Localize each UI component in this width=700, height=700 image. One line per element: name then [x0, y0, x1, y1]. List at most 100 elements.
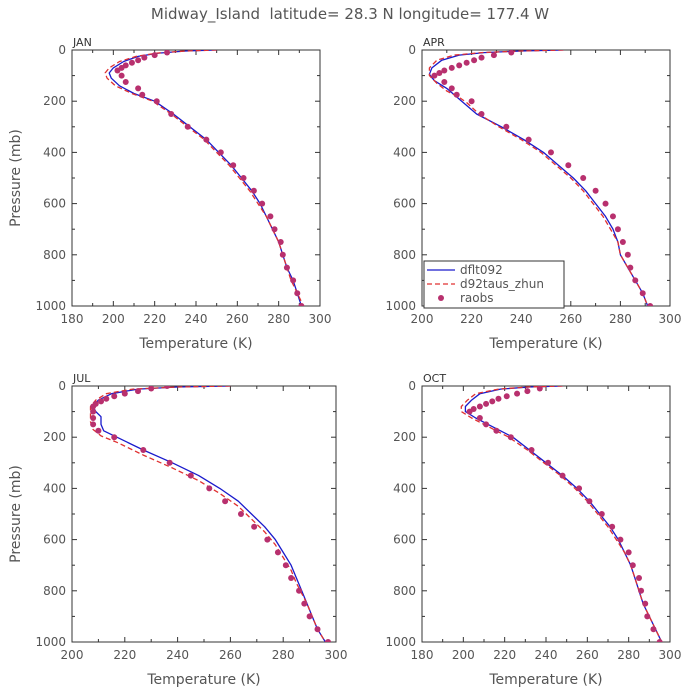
point-raobs [609, 213, 616, 220]
x-axis-label: Temperature (K) [488, 672, 602, 688]
point-raobs [98, 398, 105, 405]
point-raobs [135, 85, 142, 92]
point-raobs [627, 264, 634, 271]
point-raobs [251, 523, 258, 530]
y-tick-label: 0 [58, 379, 66, 393]
point-raobs [490, 52, 497, 59]
point-raobs [271, 226, 278, 233]
point-raobs [592, 187, 599, 194]
point-raobs [639, 290, 646, 297]
point-raobs [103, 395, 110, 402]
series-d92taus_zhun [89, 386, 326, 642]
point-raobs [274, 549, 281, 556]
y-tick-label: 600 [43, 197, 66, 211]
point-raobs [508, 50, 515, 56]
legend-label-raobs: raobs [460, 291, 494, 305]
point-raobs [288, 575, 295, 581]
point-raobs [602, 200, 609, 207]
point-raobs [153, 98, 160, 105]
point-raobs [638, 587, 645, 594]
y-tick-label: 200 [393, 94, 416, 108]
panel-frame [71, 385, 337, 643]
point-raobs [441, 67, 448, 74]
point-raobs [624, 251, 631, 258]
y-tick-label: 800 [393, 248, 416, 262]
point-raobs [128, 59, 135, 66]
point-raobs [298, 303, 305, 306]
point-raobs [629, 562, 636, 569]
point-raobs [222, 498, 229, 505]
y-tick-label: 200 [43, 430, 66, 444]
point-raobs [576, 485, 583, 492]
y-tick-label: 400 [393, 145, 416, 159]
point-raobs [495, 395, 502, 402]
point-raobs [436, 70, 443, 77]
point-raobs [203, 136, 210, 143]
panel-label: OCT [423, 372, 446, 385]
point-raobs [507, 434, 514, 441]
x-axis-label: Temperature (K) [488, 336, 602, 352]
point-raobs [135, 57, 142, 64]
point-raobs [476, 403, 483, 410]
point-raobs [471, 57, 478, 64]
legend-label-dflt092: dflt092 [460, 263, 503, 277]
legend-label-d92taus_zhun: d92taus_zhun [460, 277, 544, 291]
x-tick-label: 240 [535, 648, 558, 662]
point-raobs [463, 59, 470, 66]
x-tick-label: 260 [226, 312, 249, 326]
y-tick-label: 1000 [385, 299, 416, 313]
point-raobs [267, 213, 274, 220]
x-tick-label: 260 [219, 648, 242, 662]
x-tick-label: 220 [493, 648, 516, 662]
point-raobs [617, 536, 624, 543]
point-raobs [456, 62, 463, 69]
y-tick-label: 200 [393, 430, 416, 444]
point-raobs [503, 123, 510, 130]
point-raobs [314, 626, 321, 633]
point-raobs [294, 290, 301, 297]
point-raobs [614, 226, 621, 233]
y-tick-label: 1000 [385, 635, 416, 649]
panel-frame [421, 385, 671, 643]
plot-area [460, 386, 663, 642]
point-raobs [483, 421, 490, 428]
x-tick-label: 280 [609, 312, 632, 326]
y-tick-label: 800 [43, 248, 66, 262]
point-raobs [164, 50, 171, 56]
x-tick-label: 180 [411, 648, 434, 662]
point-raobs [187, 472, 194, 479]
point-raobs [237, 511, 244, 517]
point-raobs [625, 549, 632, 556]
point-raobs [135, 388, 141, 395]
point-raobs [441, 79, 448, 85]
point-raobs [140, 447, 147, 453]
point-raobs [111, 434, 118, 441]
plot-area [104, 50, 305, 306]
point-raobs [122, 79, 129, 85]
point-raobs [545, 459, 552, 466]
point-raobs [259, 200, 266, 207]
point-raobs [279, 251, 286, 258]
point-raobs [114, 67, 121, 74]
x-tick-label: 300 [659, 312, 682, 326]
x-tick-label: 280 [617, 648, 640, 662]
point-raobs [217, 149, 224, 156]
point-raobs [90, 403, 97, 410]
point-raobs [644, 613, 651, 620]
point-raobs [598, 511, 605, 517]
point-raobs [448, 85, 455, 92]
point-raobs [139, 91, 146, 98]
legend-marker-raobs [438, 295, 444, 301]
x-tick-label: 240 [166, 648, 189, 662]
point-raobs [632, 277, 639, 284]
panel-oct: 180 200 220 240 260 280 300 0 200 400 600 800 1000 OC… [385, 372, 681, 688]
x-tick-label: 260 [576, 648, 599, 662]
series-dflt092 [92, 386, 326, 642]
y-tick-label: 0 [58, 43, 66, 57]
point-raobs [240, 175, 247, 181]
point-raobs [448, 64, 455, 71]
x-tick-label: 220 [113, 648, 136, 662]
point-raobs [524, 388, 531, 395]
